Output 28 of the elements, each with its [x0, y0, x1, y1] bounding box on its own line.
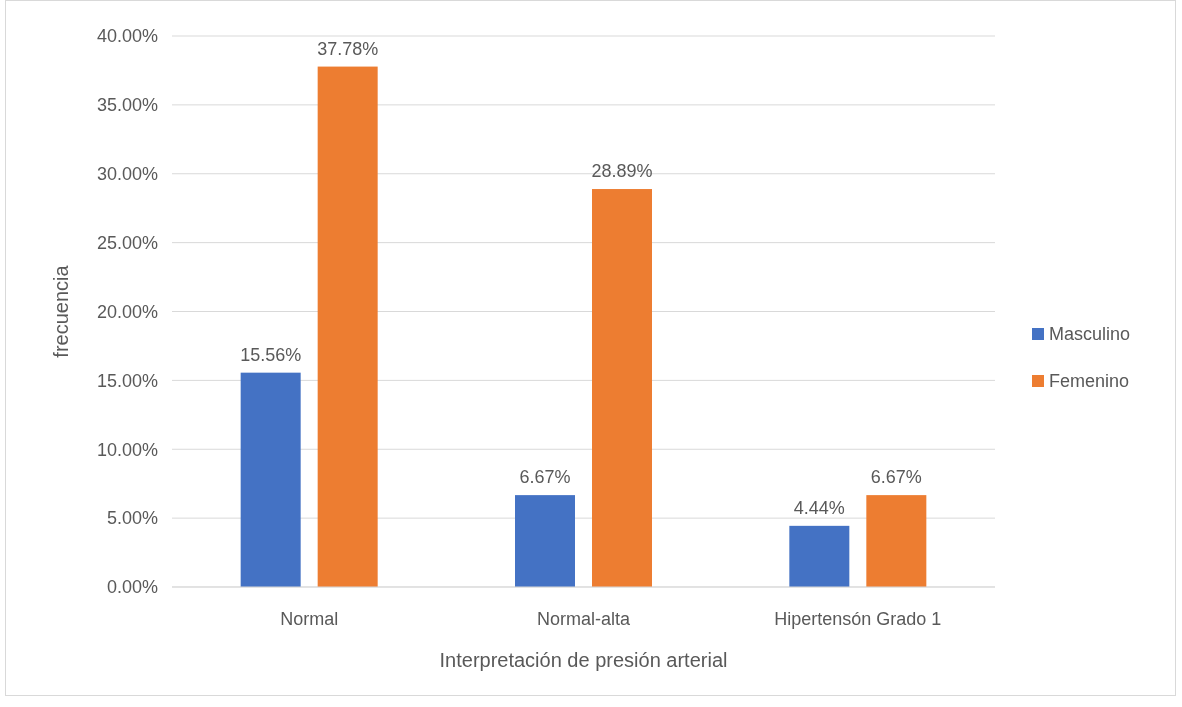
data-label: 6.67%	[870, 467, 922, 488]
x-tick-label: Normal-alta	[536, 609, 631, 629]
bar	[592, 189, 652, 587]
data-label: 4.44%	[793, 497, 845, 518]
bar	[240, 372, 301, 587]
data-label: 15.56%	[240, 344, 302, 365]
data-label: 28.89%	[591, 161, 653, 182]
y-tick-label: 5.00%	[106, 508, 158, 529]
y-tick-label: 40.00%	[96, 26, 158, 47]
bar	[515, 495, 575, 587]
data-label: 6.67%	[519, 467, 571, 488]
bar	[317, 66, 378, 587]
bar	[866, 495, 927, 587]
bar	[789, 525, 850, 587]
y-axis-title: frecuencia	[50, 264, 72, 358]
x-tick-label: Hipertensón Grado 1	[774, 609, 942, 629]
x-tick-label: Normal	[280, 609, 339, 629]
y-tick-label: 15.00%	[96, 370, 158, 391]
legend-label: Femenino	[1049, 371, 1130, 392]
data-label: 37.78%	[317, 38, 379, 59]
y-tick-label: 35.00%	[96, 95, 158, 116]
y-tick-label: 10.00%	[96, 439, 158, 460]
legend-label: Masculino	[1049, 324, 1131, 345]
y-tick-label: 0.00%	[106, 577, 158, 598]
y-tick-label: 20.00%	[96, 301, 158, 322]
y-tick-label: 30.00%	[96, 164, 158, 185]
x-axis-title: Interpretación de presión arterial	[439, 649, 728, 671]
y-tick-label: 25.00%	[96, 232, 158, 253]
